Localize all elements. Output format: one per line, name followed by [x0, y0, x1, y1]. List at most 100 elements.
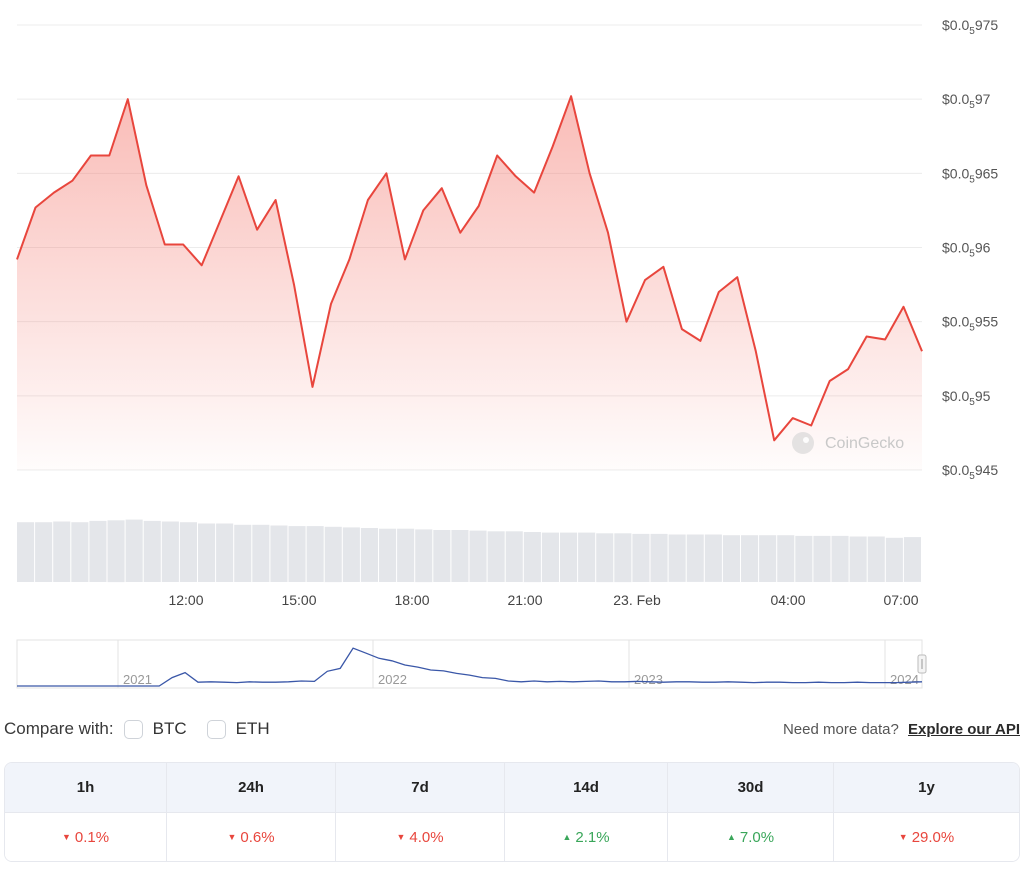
- volume-bar: [324, 526, 342, 583]
- compare-eth-checkbox[interactable]: ETH: [206, 719, 270, 739]
- navigator-line: [17, 647, 923, 687]
- price-change-header-row: 1h 24h 7d 14d 30d 1y: [5, 763, 1019, 813]
- volume-bar: [107, 520, 125, 583]
- caret-down-icon: ▼: [61, 831, 71, 842]
- volume-bar: [650, 533, 668, 582]
- change-14d: ▲ 2.1%: [505, 813, 668, 861]
- change-30d: ▲ 7.0%: [668, 813, 834, 861]
- header-24h: 24h: [167, 763, 336, 812]
- range-navigator[interactable]: 2021 2022 2023 2024: [16, 639, 927, 689]
- header-1h: 1h: [5, 763, 167, 812]
- change-24h: ▼ 0.6%: [167, 813, 336, 861]
- api-prompt: Need more data?: [782, 720, 899, 738]
- change-30d-value: 7.0%: [739, 829, 775, 846]
- price-chart: $0.05975 $0.0597 $0.05965 $0.0596 $0.05955 $0…: [16, 17, 998, 689]
- volume-bar: [216, 523, 234, 582]
- volume-bar: [795, 535, 813, 582]
- compare-label: Compare with:: [4, 719, 114, 738]
- caret-up-icon: ▲: [562, 831, 572, 842]
- volume-bar: [523, 532, 541, 583]
- explore-api-link[interactable]: Explore our API: [908, 720, 1020, 738]
- price-change-value-row: ▼ 0.1% ▼ 0.6% ▼ 4.0% ▲ 2.1% ▲ 7.0% ▼ 29.0%: [5, 813, 1019, 861]
- volume-bar: [397, 528, 415, 582]
- y-tick-label: $0.05945: [942, 462, 998, 482]
- volume-bar: [741, 535, 759, 582]
- volume-bar: [179, 522, 197, 582]
- volume-bar: [125, 519, 143, 582]
- volume-bar: [668, 534, 686, 582]
- change-7d: ▼ 4.0%: [336, 813, 505, 861]
- change-1h: ▼ 0.1%: [5, 813, 167, 861]
- volume-bar: [53, 521, 71, 582]
- y-tick-label: $0.0595: [942, 388, 991, 408]
- volume-bar: [596, 533, 614, 583]
- header-7d: 7d: [336, 763, 505, 812]
- btc-checkbox-box[interactable]: [123, 719, 143, 739]
- navigator-year-label: 2023: [634, 672, 663, 687]
- volume-bar: [867, 536, 885, 582]
- btc-checkbox-label: BTC: [152, 719, 187, 738]
- watermark-text: CoinGecko: [825, 435, 904, 452]
- change-1h-value: 0.1%: [74, 829, 110, 846]
- x-tick-label: 21:00: [507, 592, 542, 608]
- navigator-frame: [16, 639, 923, 689]
- eth-checkbox-box[interactable]: [206, 719, 226, 739]
- volume-bar: [686, 534, 704, 582]
- volume-bar: [270, 525, 288, 582]
- volume-bar: [35, 522, 53, 582]
- y-tick-label: $0.05965: [942, 165, 998, 185]
- x-tick-label: 15:00: [281, 592, 316, 608]
- volume-bar: [288, 526, 306, 582]
- volume-bar: [831, 535, 849, 582]
- change-14d-value: 2.1%: [575, 829, 610, 846]
- x-axis-labels: 12:00 15:00 18:00 21:00 23. Feb 04:00 07:00: [168, 592, 918, 608]
- volume-bar: [360, 528, 378, 582]
- x-tick-label: 04:00: [770, 592, 805, 608]
- volume-bar: [252, 524, 270, 582]
- volume-bar: [71, 522, 89, 582]
- volume-bar: [903, 537, 921, 582]
- volume-bar: [541, 532, 559, 582]
- change-1y: ▼ 29.0%: [834, 813, 1019, 861]
- eth-checkbox-label: ETH: [235, 719, 270, 738]
- header-14d: 14d: [505, 763, 668, 812]
- volume-bar: [505, 531, 523, 582]
- change-24h-value: 0.6%: [240, 829, 275, 846]
- navigator-year-label: 2024: [890, 672, 919, 687]
- volume-bar: [560, 532, 578, 582]
- caret-down-icon: ▼: [898, 831, 908, 842]
- y-tick-label: $0.0596: [942, 240, 991, 260]
- volume-bar: [306, 526, 324, 582]
- x-tick-label: 12:00: [168, 592, 203, 608]
- y-tick-label: $0.0597: [942, 91, 991, 111]
- header-1y: 1y: [918, 779, 935, 796]
- volume-bar: [759, 535, 777, 582]
- volume-bar: [849, 536, 867, 582]
- volume-bar: [614, 533, 632, 583]
- price-area: [17, 96, 922, 470]
- navigator-year-label: 2021: [123, 672, 152, 687]
- compare-btc-checkbox[interactable]: BTC: [123, 719, 187, 739]
- header-30d: 30d: [668, 763, 834, 812]
- change-7d-value: 4.0%: [409, 829, 444, 846]
- caret-up-icon: ▲: [726, 831, 736, 842]
- volume-bar: [234, 524, 252, 582]
- volume-bar: [379, 528, 397, 582]
- volume-bar: [17, 522, 35, 582]
- volume-bars: [17, 519, 921, 583]
- volume-bar: [704, 534, 722, 582]
- watermark-logo: CoinGecko: [792, 432, 904, 454]
- volume-bar: [198, 523, 216, 582]
- caret-down-icon: ▼: [227, 831, 237, 842]
- volume-bar: [89, 520, 107, 582]
- volume-bar: [632, 533, 650, 582]
- volume-bar: [469, 530, 487, 582]
- compare-row: Compare with: BTC ETH Need more data? Ex…: [4, 714, 1020, 744]
- volume-bar: [578, 532, 596, 582]
- y-tick-label: $0.05955: [942, 314, 998, 334]
- navigator-year-label: 2022: [378, 672, 407, 687]
- volume-bar: [415, 529, 433, 583]
- volume-bar: [487, 531, 505, 582]
- x-tick-label: 07:00: [883, 592, 918, 608]
- volume-bar: [885, 537, 903, 582]
